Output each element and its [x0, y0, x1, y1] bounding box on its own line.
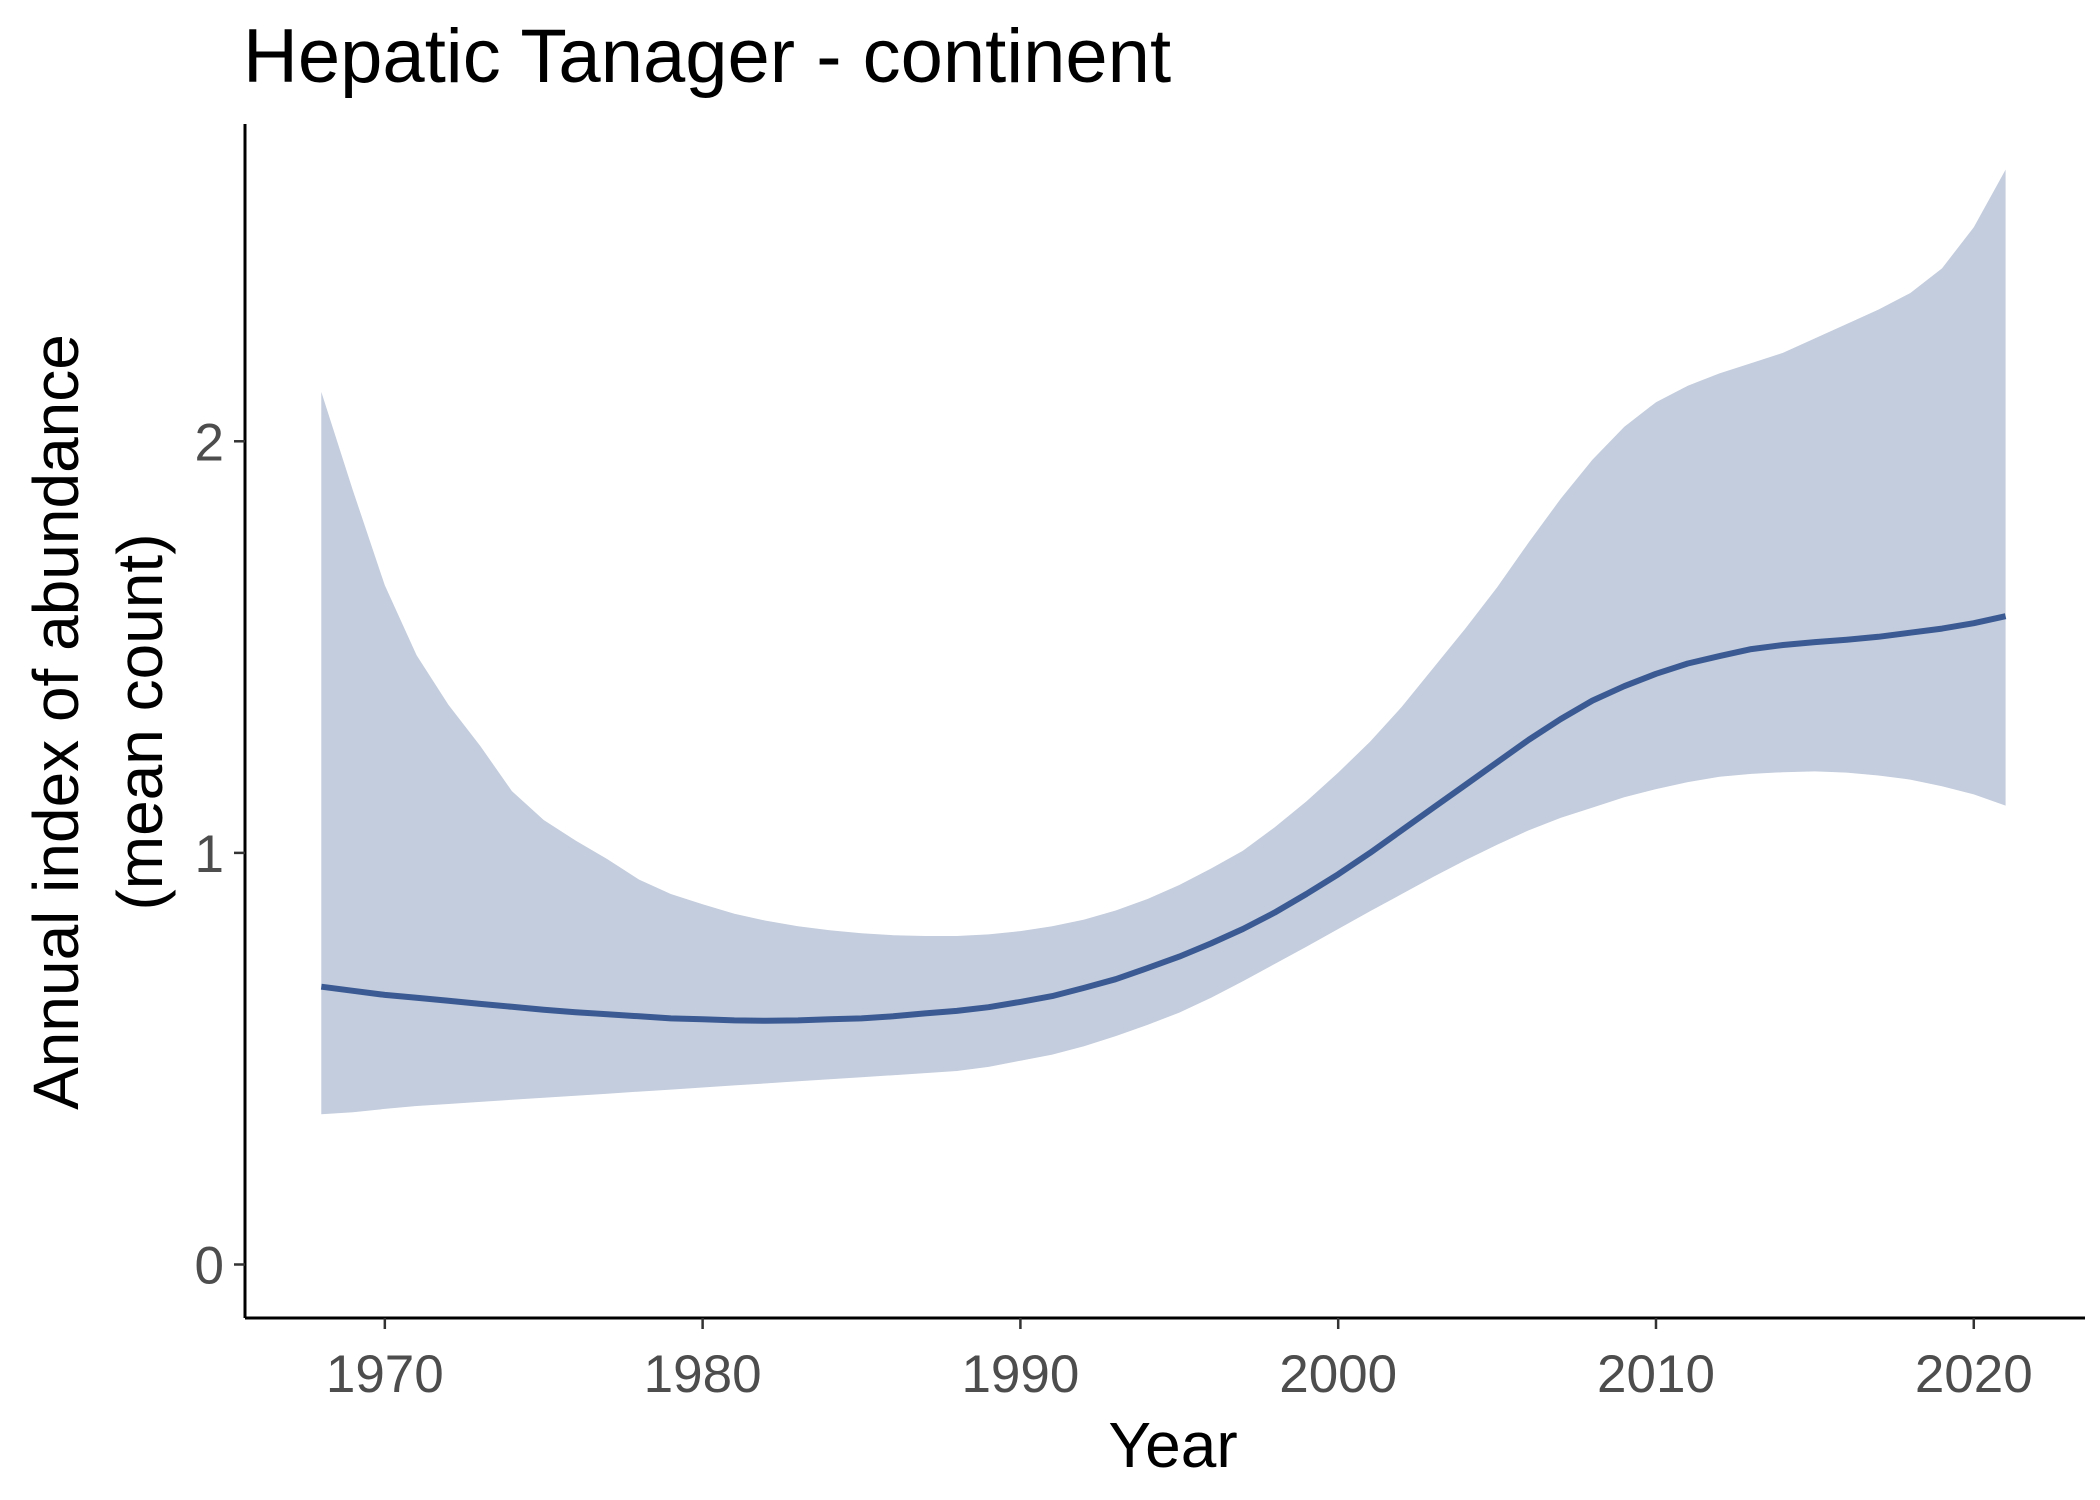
y-tick-label: 0: [195, 1236, 224, 1295]
x-tick-label: 2010: [1597, 1345, 1715, 1404]
x-axis-title: Year: [1108, 1409, 1237, 1481]
trend-line: [320, 613, 2007, 1024]
y-axis-ticks: 0 1 2: [195, 413, 245, 1295]
x-tick-label: 1980: [644, 1345, 762, 1404]
x-axis-ticks: 1970 1980 1990 2000 2010 2020: [326, 1318, 2033, 1404]
x-tick-label: 2020: [1915, 1345, 2033, 1404]
chart-title: Hepatic Tanager - continent: [243, 14, 1171, 99]
x-tick-label: 1990: [961, 1345, 1079, 1404]
y-tick-label: 2: [195, 413, 224, 472]
x-tick-label: 1970: [326, 1345, 444, 1404]
confidence-band: [321, 169, 2006, 1115]
x-tick-label: 2000: [1279, 1345, 1397, 1404]
y-tick-label: 1: [195, 825, 224, 884]
y-axis-title-line-1: Annual index of abundance: [20, 334, 92, 1110]
y-axis-title-line-2: (mean count): [104, 533, 176, 910]
